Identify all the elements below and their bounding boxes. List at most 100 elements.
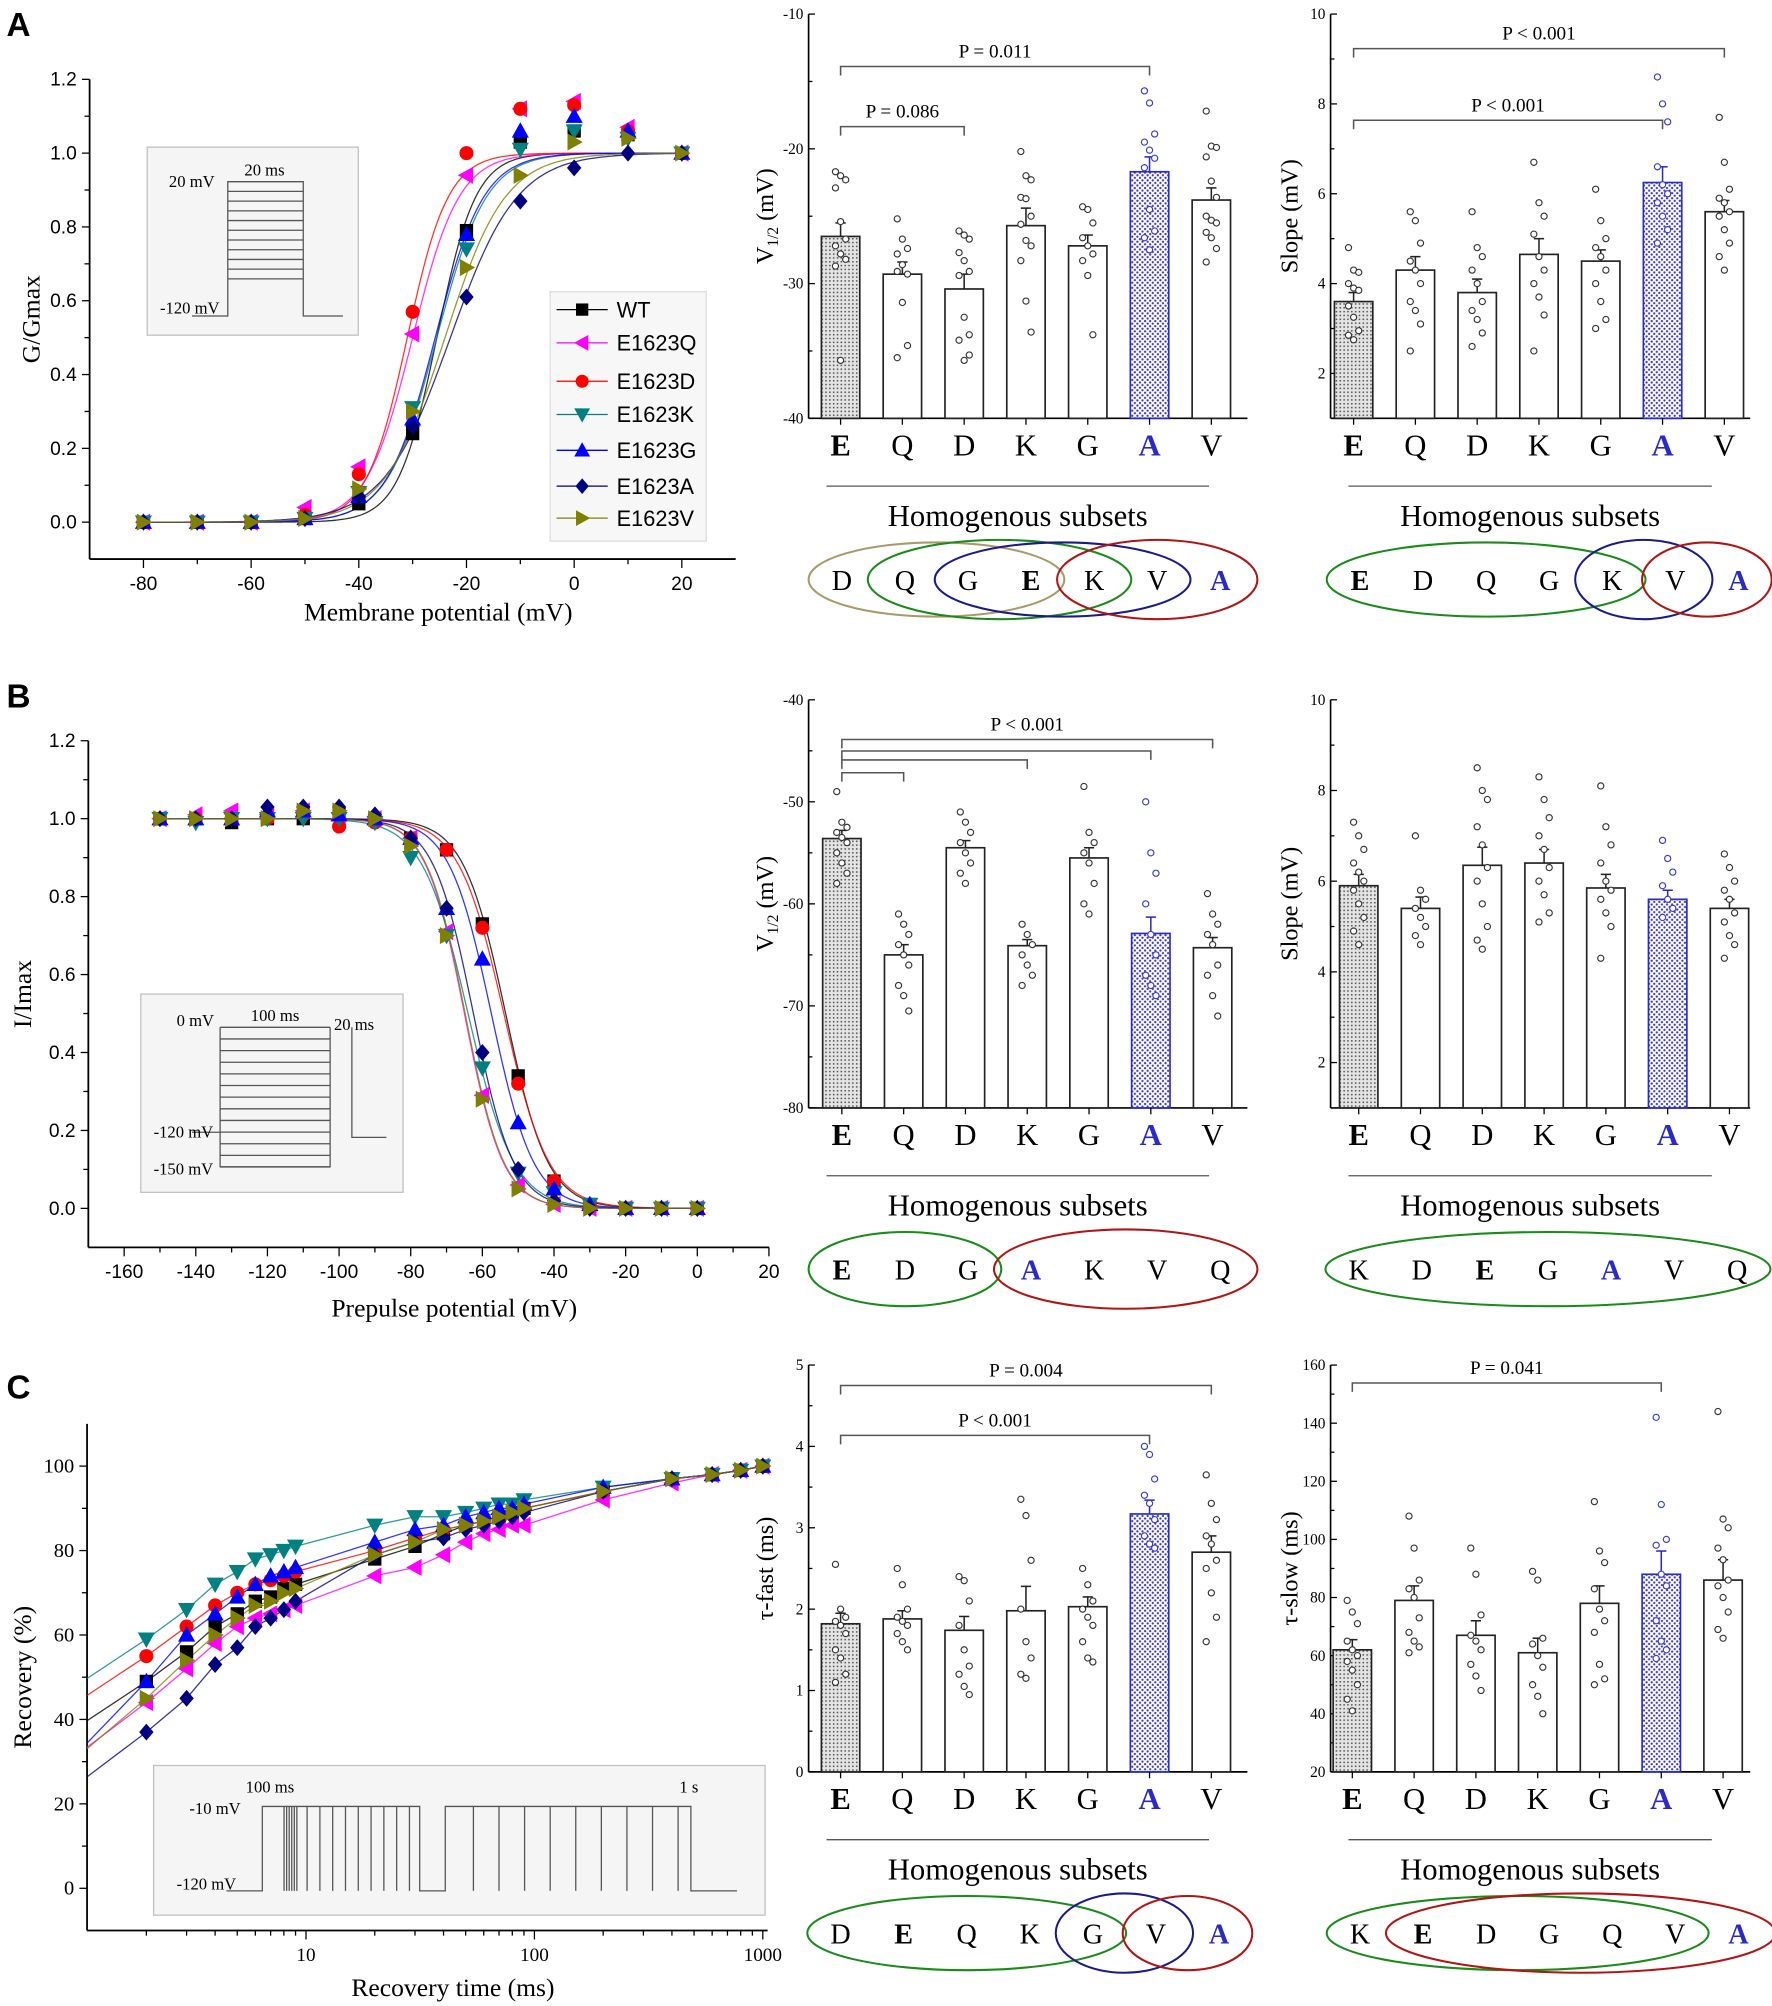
data-point	[459, 146, 474, 161]
data-point	[1343, 1596, 1351, 1605]
data-point	[1207, 1499, 1215, 1508]
data-point	[178, 1626, 196, 1642]
y-tick-label: 4	[796, 1439, 804, 1456]
subset-ellipse-green	[1324, 1230, 1772, 1308]
subset-letter: Q	[1727, 1255, 1747, 1286]
subsets-title: Homogenous subsets	[888, 1188, 1148, 1222]
data-point	[893, 1613, 901, 1621]
data-point	[893, 1629, 901, 1638]
data-point	[965, 267, 973, 276]
data-point	[366, 1518, 384, 1534]
data-point	[1202, 1471, 1210, 1479]
subset-letter: V	[1147, 1255, 1167, 1286]
data-point	[621, 129, 637, 147]
subset-letter: V	[1665, 566, 1685, 597]
subset-letter: A	[1601, 1255, 1622, 1286]
data-point	[492, 1508, 508, 1526]
subset-ellipse-navy	[1054, 1892, 1195, 1974]
data-point	[408, 1533, 424, 1551]
data-point	[189, 810, 205, 828]
data-point	[1468, 208, 1476, 216]
data-point	[956, 838, 964, 847]
data-point	[1720, 199, 1728, 207]
data-point	[900, 992, 908, 1000]
data-point	[836, 356, 845, 365]
data-point	[831, 184, 840, 192]
inset-label: -120 mV	[160, 298, 220, 317]
data-point	[1472, 1672, 1480, 1680]
data-point	[1535, 918, 1543, 926]
y-tick-label: -40	[783, 692, 804, 709]
data-point	[1658, 882, 1667, 890]
data-point	[960, 1646, 968, 1654]
subset-ellipse-tan	[807, 541, 1066, 618]
category-label: Q	[1404, 428, 1426, 462]
bar	[820, 235, 861, 420]
x-tick-label: -40	[540, 1262, 568, 1283]
legend-box	[549, 291, 707, 542]
x-tick-label: -20	[453, 574, 481, 595]
bar-group-Q	[1395, 208, 1436, 420]
data-point	[1142, 900, 1150, 908]
bar-group-Q	[882, 1564, 923, 1773]
data-point	[246, 1575, 264, 1591]
x-tick-label: -100	[320, 1262, 358, 1283]
plots: 20 mV 20 ms -120 mV 0 mV 100 ms 20 ms -120 mV -…	[8, 6, 1772, 2002]
data-point	[1151, 1475, 1159, 1483]
subset-letter: D	[895, 1255, 915, 1286]
data-point	[1597, 252, 1605, 261]
data-point	[1202, 1532, 1210, 1540]
data-point	[1078, 234, 1087, 242]
series-E1623V	[153, 802, 707, 1217]
data-point	[1724, 1524, 1732, 1532]
y-tick-label: 60	[54, 1624, 74, 1646]
x-tick-label: -140	[177, 1262, 215, 1283]
subset-letter: D	[1413, 566, 1433, 597]
subset-letter: K	[1084, 1255, 1105, 1286]
subset-letter: E	[894, 1919, 913, 1950]
subset-ellipse-green	[806, 1894, 1128, 1972]
bar-group-E	[820, 1560, 861, 1773]
data-point	[248, 1618, 263, 1636]
data-point	[1017, 1605, 1025, 1613]
data-point	[1534, 1692, 1542, 1700]
category-label: A	[1140, 1118, 1162, 1152]
bar	[1704, 210, 1745, 420]
data-point	[288, 1580, 305, 1598]
data-point	[139, 1723, 154, 1741]
y-tick-label: 80	[54, 1540, 74, 1562]
significance-bracket	[839, 65, 1151, 76]
data-point	[1472, 1637, 1480, 1645]
y-tick-label: 2	[796, 1601, 804, 1618]
data-point	[139, 1689, 156, 1707]
data-point	[178, 1603, 196, 1619]
data-point	[1652, 1617, 1660, 1625]
subset-letter: K	[1350, 1919, 1371, 1950]
inset-label: 100 ms	[246, 1777, 294, 1796]
data-point	[1592, 324, 1600, 333]
data-point	[1017, 220, 1025, 228]
category-label: E	[1343, 428, 1363, 462]
bar-group-G	[1069, 782, 1110, 1109]
data-point	[1715, 252, 1723, 261]
x-tick-label: 0	[692, 1262, 703, 1283]
data-point	[1405, 1585, 1413, 1593]
bar-group-E	[821, 787, 862, 1109]
data-point	[1355, 286, 1363, 294]
bar	[1192, 946, 1233, 1109]
inset-label: 20 mV	[169, 172, 215, 191]
data-point	[1658, 181, 1667, 189]
data-point	[515, 1516, 531, 1534]
x-tick-label: -60	[237, 574, 265, 595]
bar-chart-B: 2 4 6 8 10 Slope (mV) E Q D K G A V Homogenous subset…	[1276, 692, 1772, 1308]
bar-group-E	[1338, 818, 1379, 1109]
y-tick-label: 0.6	[50, 291, 77, 312]
category-label: A	[1651, 428, 1673, 462]
y-tick-label: -80	[783, 1100, 804, 1117]
data-point	[1080, 900, 1088, 908]
data-point	[893, 1564, 901, 1573]
data-point	[403, 325, 420, 343]
legend-label: E1623K	[617, 402, 695, 427]
